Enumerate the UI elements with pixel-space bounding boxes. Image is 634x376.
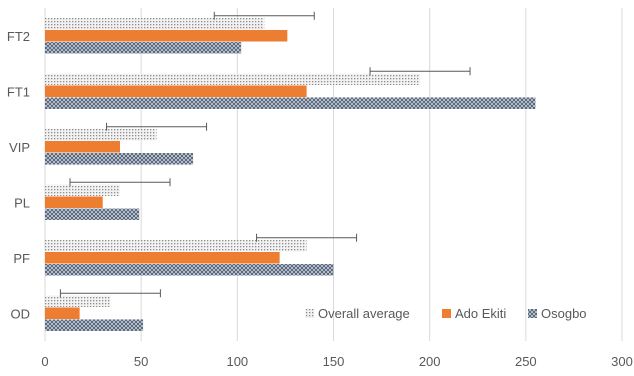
bar-ado-ekiti-vip [45,141,121,153]
bar-overall-average-pl [45,184,121,196]
bar-osogbo-ft2 [45,42,242,54]
x-tick-label: 100 [226,354,248,369]
y-category-label: OD [11,306,31,321]
x-tick-label: 300 [611,354,633,369]
legend-label-ado-ekiti: Ado Ekiti [455,306,506,321]
x-tick-label: 50 [134,354,148,369]
bar-overall-average-ft1 [45,73,421,85]
x-tick-label: 150 [323,354,345,369]
bar-osogbo-vip [45,153,194,165]
bar-overall-average-pf [45,240,307,252]
y-category-label: PL [14,195,30,210]
x-axis-ticks: 0 50 100 150 200 250 300 [41,354,632,369]
bar-overall-average-od [45,295,111,307]
legend-label-overall-average: Overall average [318,306,410,321]
legend-swatch-overall-average [305,309,314,318]
legend-swatch-osogbo [528,309,537,318]
bar-osogbo-pf [45,264,334,276]
x-tick-label: 250 [515,354,537,369]
y-category-label: PF [13,251,30,266]
y-axis-categories: OD PF PL VIP FT1 FT2 [7,29,30,322]
grid-lines [44,8,623,341]
y-category-label: FT1 [7,84,30,99]
bar-ado-ekiti-pl [45,196,103,208]
x-tick-label: 0 [41,354,48,369]
bar-ado-ekiti-pf [45,252,280,264]
y-category-label: VIP [9,140,30,155]
x-tick-label: 200 [419,354,441,369]
y-category-label: FT2 [7,29,30,44]
bar-osogbo-ft1 [45,97,536,109]
bar-ado-ekiti-od [45,307,80,319]
bar-osogbo-pl [45,208,140,220]
bars-layer [45,11,536,331]
bar-ado-ekiti-ft1 [45,85,307,97]
legend: Overall average Ado Ekiti Osogbo [305,306,587,321]
bar-ado-ekiti-ft2 [45,30,288,42]
legend-label-osogbo: Osogbo [541,306,587,321]
bar-overall-average-vip [45,129,157,141]
bar-osogbo-od [45,319,144,331]
bar-overall-average-ft2 [45,18,265,30]
legend-swatch-ado-ekiti [442,309,451,318]
